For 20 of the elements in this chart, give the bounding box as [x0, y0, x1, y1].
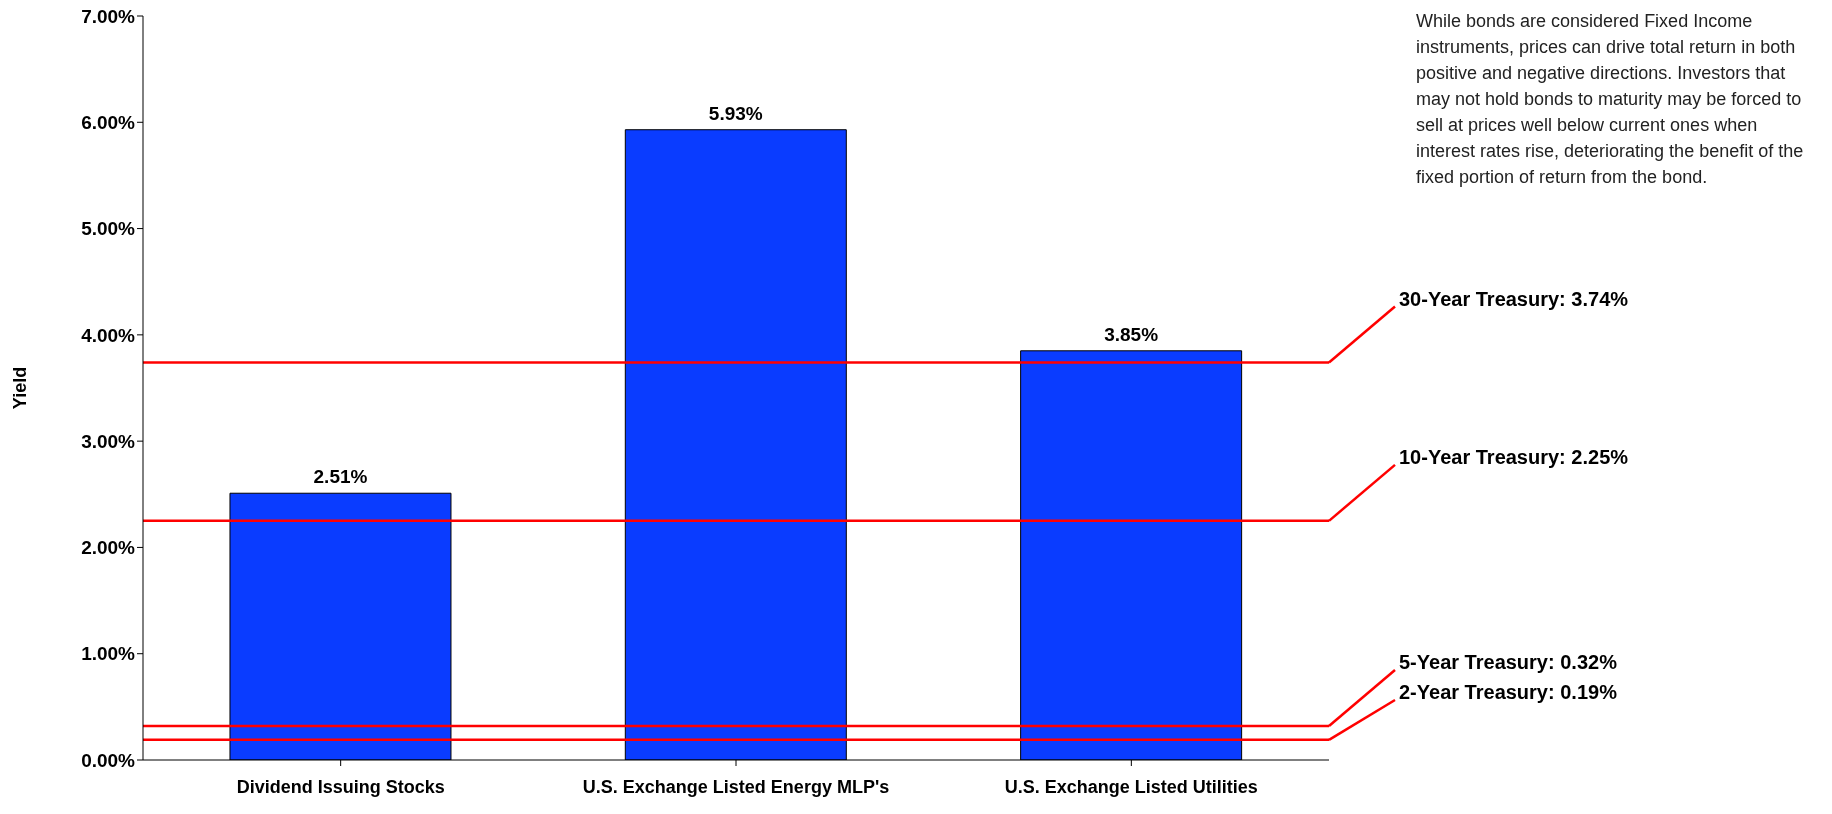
ref-line-label: 10-Year Treasury: 2.25%: [1399, 446, 1629, 469]
y-tick-label: 7.00%: [81, 5, 136, 27]
x-tick-label: U.S. Exchange Listed Utilities: [1004, 776, 1258, 797]
y-tick-label: 1.00%: [81, 643, 136, 665]
y-tick-label: 3.00%: [81, 430, 136, 452]
y-tick-label: 6.00%: [81, 112, 136, 134]
ref-line-label: 5-Year Treasury: 0.32%: [1399, 651, 1618, 674]
text: While bonds are considered Fixed Income instruments, prices can drive total return in both positive and negative directions. Investors that may not hold bonds to maturity may be forced to sell at prices well below current ones when interest rates rise, deteriorating the benefit of the fixed portion of return from the bond.: [1416, 10, 1805, 189]
data-label: 3.85%: [1104, 323, 1159, 345]
data-label: 5.93%: [708, 102, 763, 124]
ref-line-label: 30-Year Treasury: 3.74%: [1399, 287, 1629, 310]
y-tick-label: 4.00%: [81, 324, 136, 346]
y-tick-label: 5.00%: [81, 218, 136, 240]
y-tick-label: 0.00%: [81, 749, 136, 771]
x-tick-label: Dividend Issuing Stocks: [236, 776, 445, 797]
ref-line-label: 2-Year Treasury: 0.19%: [1399, 681, 1618, 704]
y-tick-label: 2.00%: [81, 537, 136, 559]
y-axis-title: Yield: [10, 366, 31, 410]
x-tick-label: U.S. Exchange Listed Energy MLP's: [582, 776, 890, 797]
data-label: 2.51%: [313, 466, 368, 488]
